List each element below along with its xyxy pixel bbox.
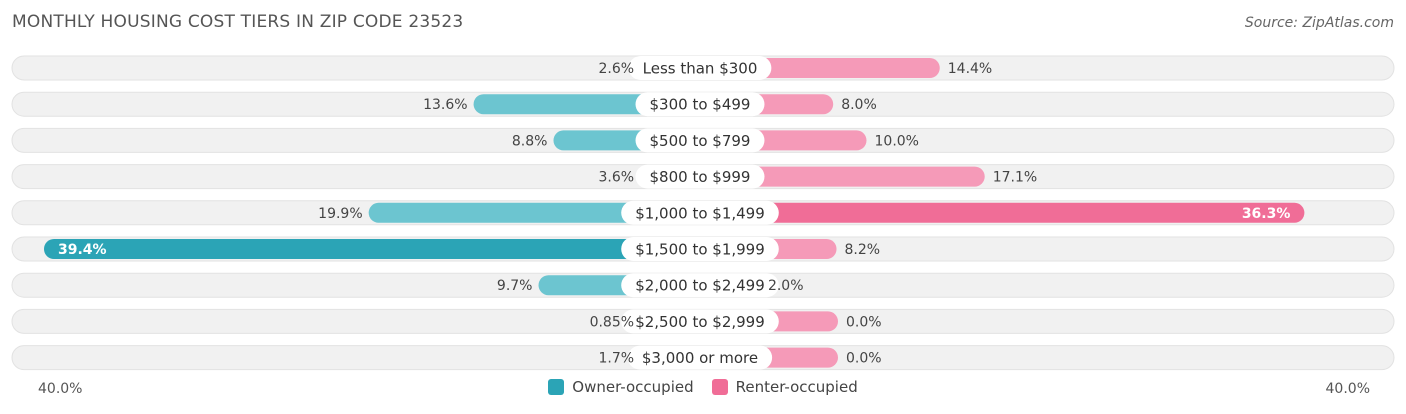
owner-value-label: 13.6% xyxy=(423,97,467,113)
legend-renter-swatch xyxy=(711,379,728,395)
category-pill xyxy=(627,345,773,370)
axis-right-label: 40.0% xyxy=(1325,381,1370,397)
category-pill xyxy=(621,200,779,225)
category-label: $3,000 or more xyxy=(642,349,758,367)
legend-renter-label: Renter-occupied xyxy=(735,378,858,396)
axis-left-label: 40.0% xyxy=(38,381,83,397)
category-pill xyxy=(621,237,779,261)
category-label: $300 to $499 xyxy=(650,96,751,114)
owner-value-label: 8.8% xyxy=(512,133,548,149)
category-pill xyxy=(635,92,765,117)
owner-value-label: 0.85% xyxy=(590,314,634,330)
renter-bar xyxy=(700,202,1305,223)
category-pill xyxy=(621,273,779,298)
bar-chart: Less than $300 2.6% 14.4% $300 to $499 13.6%… xyxy=(11,55,1395,371)
renter-value-label: 0.0% xyxy=(846,314,882,330)
owner-bar xyxy=(43,239,701,259)
owner-bar xyxy=(368,202,700,223)
category-pill xyxy=(628,56,772,80)
category-label: $1,000 to $1,499 xyxy=(635,204,765,222)
renter-value-label: 8.2% xyxy=(845,242,881,258)
owner-value-label: 2.6% xyxy=(598,61,634,77)
category-label: $500 to $799 xyxy=(650,132,751,150)
legend: Owner-occupied Renter-occupied xyxy=(0,378,1406,396)
category-label: Less than $300 xyxy=(643,60,758,78)
category-pill xyxy=(621,309,779,334)
renter-value-label: 10.0% xyxy=(875,133,919,149)
category-pill xyxy=(635,128,765,153)
renter-value-label: 0.0% xyxy=(846,351,882,367)
renter-value-label: 17.1% xyxy=(993,170,1037,186)
renter-bar xyxy=(700,166,985,187)
renter-value-label: 36.3% xyxy=(1242,206,1291,222)
renter-value-label: 2.0% xyxy=(768,278,804,294)
legend-owner: Owner-occupied xyxy=(548,378,694,396)
owner-value-label: 39.4% xyxy=(58,242,107,258)
renter-value-label: 8.0% xyxy=(841,97,877,113)
category-label: $2,000 to $2,499 xyxy=(635,277,765,295)
owner-value-label: 9.7% xyxy=(497,278,533,294)
owner-value-label: 3.6% xyxy=(598,170,634,186)
owner-value-label: 1.7% xyxy=(598,351,634,367)
chart-title: MONTHLY HOUSING COST TIERS IN ZIP CODE 2… xyxy=(12,12,464,32)
owner-value-label: 19.9% xyxy=(318,206,362,222)
legend-renter: Renter-occupied xyxy=(711,378,858,396)
category-pill xyxy=(635,164,765,189)
category-label: $2,500 to $2,999 xyxy=(635,313,765,331)
source-note: Source: ZipAtlas.com xyxy=(1244,15,1394,31)
category-label: $1,500 to $1,999 xyxy=(635,241,765,259)
legend-owner-swatch xyxy=(548,379,565,395)
legend-owner-label: Owner-occupied xyxy=(572,378,694,396)
renter-value-label: 14.4% xyxy=(948,61,992,77)
category-label: $800 to $999 xyxy=(650,168,751,186)
